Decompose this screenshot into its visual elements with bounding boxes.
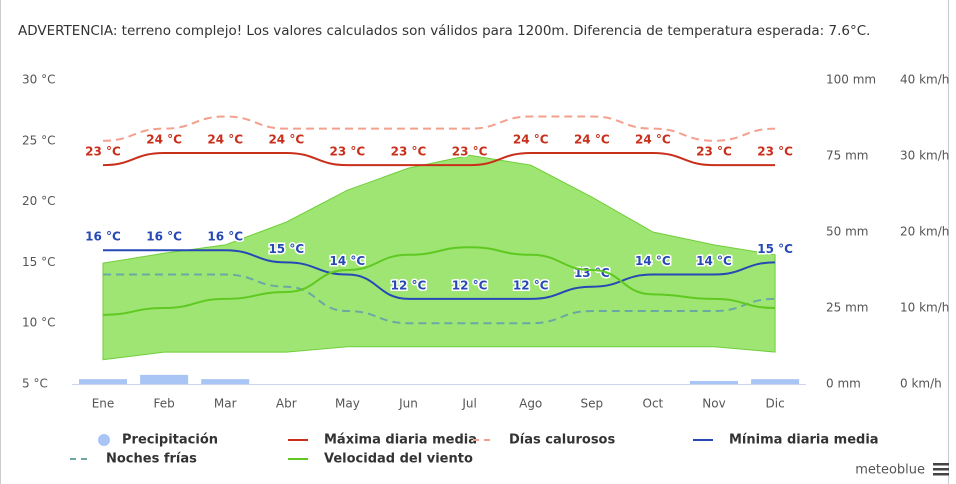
legend-label: Máxima diaria media [324, 433, 477, 448]
data-label: 24 °C [146, 132, 182, 146]
precipitation-bar [201, 379, 250, 384]
menu-icon[interactable] [933, 463, 949, 476]
data-label: 16 °C [146, 230, 182, 244]
wind-range [102, 154, 776, 361]
x-tick-label: Oct [643, 397, 664, 411]
y-tick-label: 25 °C [22, 133, 55, 147]
data-label: 12 °C [513, 278, 549, 292]
y3-tick-label: 10 km/h [900, 301, 949, 315]
legend-label: Días calurosos [509, 433, 615, 448]
x-tick-label: Ago [519, 397, 542, 411]
y2-tick-label: 75 mm [826, 149, 868, 163]
data-label: 15 °C [268, 242, 304, 256]
data-label: 24 °C [207, 132, 243, 146]
y2-tick-label: 25 mm [826, 301, 868, 315]
data-label: 14 °C [330, 254, 366, 268]
legend-label: Mínima diaria media [729, 433, 879, 448]
series-line [103, 273, 776, 325]
y2-tick-label: 0 mm [826, 377, 861, 391]
series-line [102, 151, 776, 167]
data-label: 14 °C [696, 254, 732, 268]
series-line [102, 246, 776, 316]
x-tick-label: Nov [702, 397, 725, 411]
data-label: 24 °C [268, 132, 304, 146]
legend-label: Velocidad del viento [324, 452, 473, 467]
data-label: 24 °C [513, 132, 549, 146]
precipitation-bar [140, 374, 189, 384]
data-label: 16 °C [85, 230, 121, 244]
x-tick-label: Abr [276, 397, 297, 411]
y2-tick-label: 50 mm [826, 225, 868, 239]
y3-tick-label: 30 km/h [900, 149, 949, 163]
y-tick-label: 20 °C [22, 194, 55, 208]
legend-label: Noches frías [106, 452, 197, 467]
brand: meteoblue [855, 463, 925, 478]
y2-tick-label: 100 mm [826, 73, 876, 87]
y-tick-label: 5 °C [22, 377, 48, 391]
series-line [102, 115, 776, 142]
precipitation-bar [690, 380, 738, 384]
y3-tick-label: 0 km/h [900, 377, 942, 391]
data-label: 23 °C [330, 145, 366, 159]
precipitation-bar [751, 379, 800, 384]
series-line [103, 249, 776, 300]
data-label: 23 °C [391, 145, 427, 159]
y-tick-label: 15 °C [22, 255, 55, 269]
data-label: 16 °C [207, 230, 243, 244]
legend-symbol [98, 434, 110, 446]
y3-tick-label: 20 km/h [900, 225, 949, 239]
x-tick-label: Mar [214, 397, 237, 411]
y-tick-label: 30 °C [22, 73, 55, 87]
data-label: 24 °C [574, 132, 610, 146]
x-tick-label: Jul [461, 397, 476, 411]
y-tick-label: 10 °C [22, 316, 55, 330]
data-label: 15 °C [757, 242, 793, 256]
x-tick-label: Dic [766, 397, 785, 411]
x-tick-label: Ene [92, 397, 115, 411]
y3-tick-label: 40 km/h [900, 73, 949, 87]
data-label: 23 °C [696, 145, 732, 159]
x-tick-label: Sep [580, 397, 603, 411]
data-label: 12 °C [452, 278, 488, 292]
data-label: 24 °C [635, 132, 671, 146]
x-tick-label: May [335, 397, 360, 411]
x-tick-label: Jun [398, 397, 418, 411]
data-label: 23 °C [757, 145, 793, 159]
data-label: 12 °C [391, 278, 427, 292]
data-label: 23 °C [452, 145, 488, 159]
x-tick-label: Feb [153, 397, 174, 411]
legend-label: Precipitación [122, 433, 218, 448]
data-label: 14 °C [635, 254, 671, 268]
precipitation-bar [79, 379, 127, 384]
warning: ADVERTENCIA: terreno complejo! Los valor… [18, 23, 871, 39]
data-label: 23 °C [85, 145, 121, 159]
